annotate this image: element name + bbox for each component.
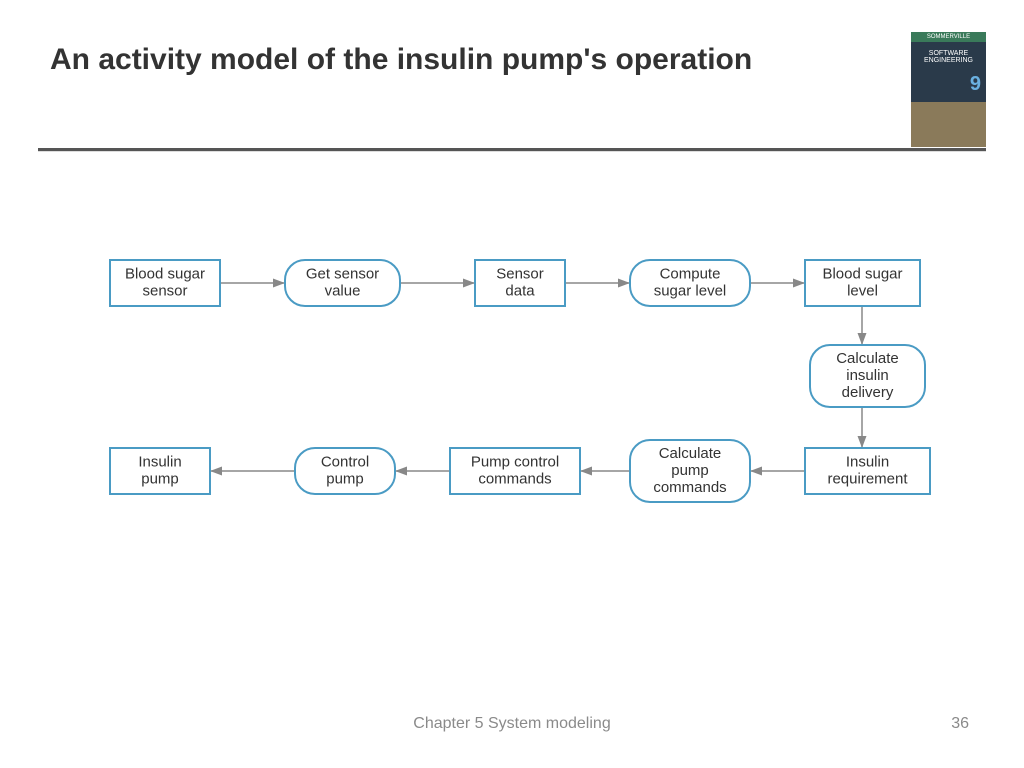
flow-node-label: pump xyxy=(326,470,364,487)
flow-node-label: Pump control xyxy=(471,453,559,470)
flow-node-label: commands xyxy=(653,479,726,496)
flow-node-label: Blood sugar xyxy=(125,265,205,282)
flow-node-label: Calculate xyxy=(659,445,722,462)
flow-node-label: requirement xyxy=(827,470,908,487)
page-number: 36 xyxy=(951,715,969,733)
book-title-text: SOFTWARE ENGINEERING xyxy=(911,48,986,66)
footer-text: Chapter 5 System modeling xyxy=(0,715,1024,733)
activity-flowchart: Blood sugarsensorGet sensorvalueSensorda… xyxy=(90,250,960,530)
book-cover-thumbnail: SOMMERVILLE SOFTWARE ENGINEERING 9 xyxy=(911,32,986,147)
flow-node-label: pump xyxy=(671,462,709,479)
flow-node-label: Blood sugar xyxy=(822,265,902,282)
flow-node-label: value xyxy=(325,282,361,299)
flow-node-label: Get sensor xyxy=(306,265,379,282)
flow-node-label: Calculate xyxy=(836,350,899,367)
flow-node-label: Sensor xyxy=(496,265,544,282)
flow-node-label: delivery xyxy=(842,384,894,401)
flow-node-label: Compute xyxy=(660,265,721,282)
book-image xyxy=(911,102,986,147)
slide-title: An activity model of the insulin pump's … xyxy=(50,40,830,79)
title-underline xyxy=(38,148,986,152)
flow-node-label: insulin xyxy=(846,367,889,384)
book-edition: 9 xyxy=(970,73,981,96)
flow-node-label: Insulin xyxy=(846,453,889,470)
flow-node-label: sensor xyxy=(142,282,187,299)
flow-node-label: pump xyxy=(141,470,179,487)
flow-node-label: sugar level xyxy=(654,282,727,299)
flow-node-label: data xyxy=(505,282,535,299)
flow-node-label: level xyxy=(847,282,878,299)
flow-node-label: Control xyxy=(321,453,369,470)
book-author: SOMMERVILLE xyxy=(911,32,986,42)
flow-node-label: commands xyxy=(478,470,551,487)
flow-node-label: Insulin xyxy=(138,453,181,470)
